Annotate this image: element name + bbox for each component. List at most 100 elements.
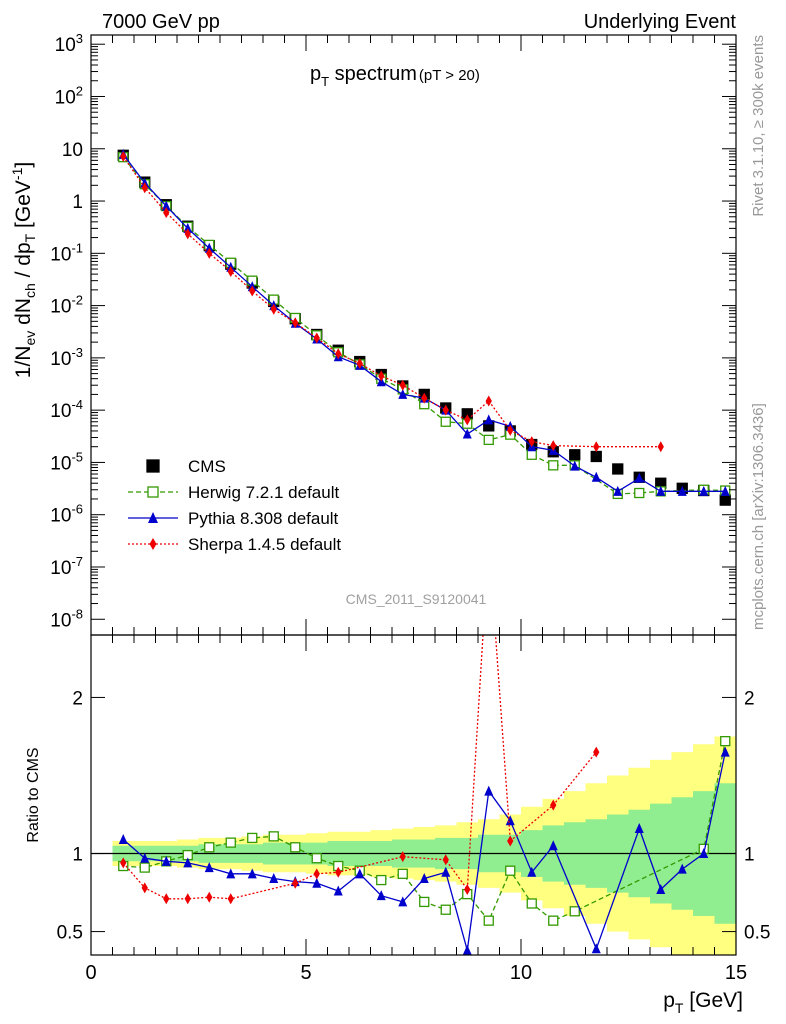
main-title: pT spectrum (pT > 20) — [310, 63, 480, 89]
ratio-point-0-17 — [483, 915, 494, 926]
main-ytick-exp-0: -8 — [71, 606, 83, 621]
main-point-3-14 — [421, 392, 428, 404]
ratio-panel: 0.5 0.5 1 1 2 2 0 5 10 15 Ratio to CMS pT [GeV] — [25, 634, 770, 1016]
main-ytick-exp-7: -1 — [71, 240, 83, 255]
ratio-ylabel: Ratio to CMS — [25, 747, 42, 842]
ratio-point-1-11 — [355, 868, 365, 879]
watermark: CMS_2011_S9120041 — [346, 591, 487, 607]
ratio-point-1-3 — [183, 857, 193, 868]
main-point-3-15 — [442, 404, 449, 416]
ratio-point-1-19 — [527, 866, 537, 877]
ratio-point-2-2 — [163, 893, 170, 905]
main-point-1-19 — [526, 449, 537, 460]
main-ytick-label-1: 10-7 — [50, 554, 83, 579]
ratio-point-1-28 — [720, 746, 730, 757]
main-ytick-base-11: 10 — [55, 35, 76, 56]
main-point-2-13 — [398, 388, 408, 399]
main-ytick-exp-1: -7 — [71, 554, 83, 569]
main-point-2-21 — [570, 460, 580, 471]
ratio-ytick-label-right-0: 0.5 — [744, 923, 770, 944]
main-ytick-label-8: 1 — [72, 192, 83, 213]
main-title-p: p — [310, 63, 321, 85]
ratio-series-2 — [120, 635, 600, 905]
ratio-ytick-label-left-2: 2 — [72, 688, 83, 709]
ratio-point-2-18 — [507, 835, 514, 847]
ratio-point-1-12 — [376, 890, 386, 901]
main-point-0-23 — [612, 463, 624, 475]
ratio-series-line-0 — [123, 740, 726, 922]
main-ytick-label-2: 10-6 — [50, 502, 83, 527]
header-left: 7000 GeV pp — [102, 11, 220, 33]
ratio-point-1-17 — [484, 785, 494, 796]
legend-label-3: Sherpa 1.4.5 default — [188, 535, 341, 554]
main-ytick-base-2: 10 — [50, 506, 71, 527]
main-point-3-16 — [464, 414, 471, 426]
main-point-3-22 — [593, 441, 600, 453]
main-axes: 10-810-710-610-510-410-310-210-111010210… — [50, 31, 737, 635]
main-point-3-18 — [507, 424, 514, 436]
main-point-3-19 — [528, 436, 535, 448]
main-point-2-24 — [634, 472, 644, 483]
ratio-point-1-13 — [398, 896, 408, 907]
main-ytick-exp-4: -4 — [71, 397, 83, 412]
ratio-point-1-9 — [312, 877, 322, 888]
main-point-2-25 — [656, 485, 666, 496]
main-point-3-17 — [485, 395, 492, 407]
ratio-point-1-26 — [677, 863, 687, 874]
main-title-rest: spectrum — [329, 63, 417, 85]
ratio-point-1-5 — [226, 868, 236, 879]
main-point-3-1 — [141, 182, 148, 194]
main-ytick-base-5: 10 — [50, 349, 71, 370]
ratio-point-1-16 — [462, 944, 472, 955]
main-point-1-15 — [440, 416, 451, 427]
main-plot-area — [117, 148, 731, 506]
ratio-point-2-9 — [313, 868, 320, 880]
main-point-3-12 — [378, 370, 385, 382]
ratio-point-0-7 — [268, 831, 279, 842]
ratio-xlabel-subscript: T — [675, 1000, 684, 1016]
legend-marker-3 — [149, 538, 157, 550]
main-point-2-16 — [462, 428, 472, 439]
ratio-point-1-7 — [269, 873, 279, 884]
ratio-ytick-label-right-1: 1 — [744, 845, 755, 866]
main-ytick-label-5: 10-3 — [50, 345, 83, 370]
main-ytick-base-7: 10 — [50, 244, 71, 265]
ratio-axes: 0.5 0.5 1 1 2 2 0 5 10 15 — [57, 635, 770, 984]
ratio-point-1-10 — [333, 885, 343, 896]
main-point-2-3 — [183, 222, 193, 233]
main-ytick-base-6: 10 — [50, 297, 71, 318]
ratio-point-2-3 — [184, 893, 191, 905]
ratio-point-2-20 — [550, 799, 557, 811]
ratio-point-1-20 — [548, 840, 558, 851]
main-point-3-2 — [163, 207, 170, 219]
main-point-2-22 — [591, 471, 601, 482]
main-ytick-exp-2: -6 — [71, 502, 83, 517]
ratio-xlabel-rest: [GeV] — [683, 989, 743, 1012]
main-point-3-13 — [399, 379, 406, 391]
ratio-point-0-6 — [247, 832, 258, 844]
ratio-point-2-10 — [335, 866, 342, 878]
main-series-line-1 — [122, 156, 726, 495]
main-title-subscript: T — [321, 74, 329, 89]
legend-label-0: CMS — [188, 457, 226, 476]
side-label-bottom: mcplots.cern.ch [arXiv:1306.3436] — [750, 403, 767, 630]
ratio-point-1-18 — [505, 815, 515, 826]
main-point-3-10 — [335, 348, 342, 360]
ratio-point-0-8 — [290, 842, 301, 853]
main-point-2-23 — [613, 485, 623, 496]
ratio-point-0-5 — [225, 837, 236, 848]
ratio-point-1-1 — [140, 852, 150, 863]
legend: CMS Herwig 7.2.1 default Pythia 8.308 defa… — [128, 457, 341, 554]
ratio-point-1-25 — [656, 883, 666, 894]
main-series-3 — [120, 151, 664, 453]
main-ytick-exp-3: -5 — [71, 449, 83, 464]
ratio-xtick-label-2: 10 — [510, 962, 532, 984]
ratio-point-2-4 — [206, 891, 213, 903]
ratio-point-1-2 — [161, 855, 171, 866]
main-ytick-exp-6: -2 — [71, 293, 83, 308]
main-point-3-6 — [249, 285, 256, 297]
main-point-3-7 — [270, 303, 277, 315]
main-ytick-base-1: 10 — [50, 558, 71, 579]
main-point-2-17 — [484, 414, 494, 425]
ratio-point-1-15 — [441, 866, 451, 877]
